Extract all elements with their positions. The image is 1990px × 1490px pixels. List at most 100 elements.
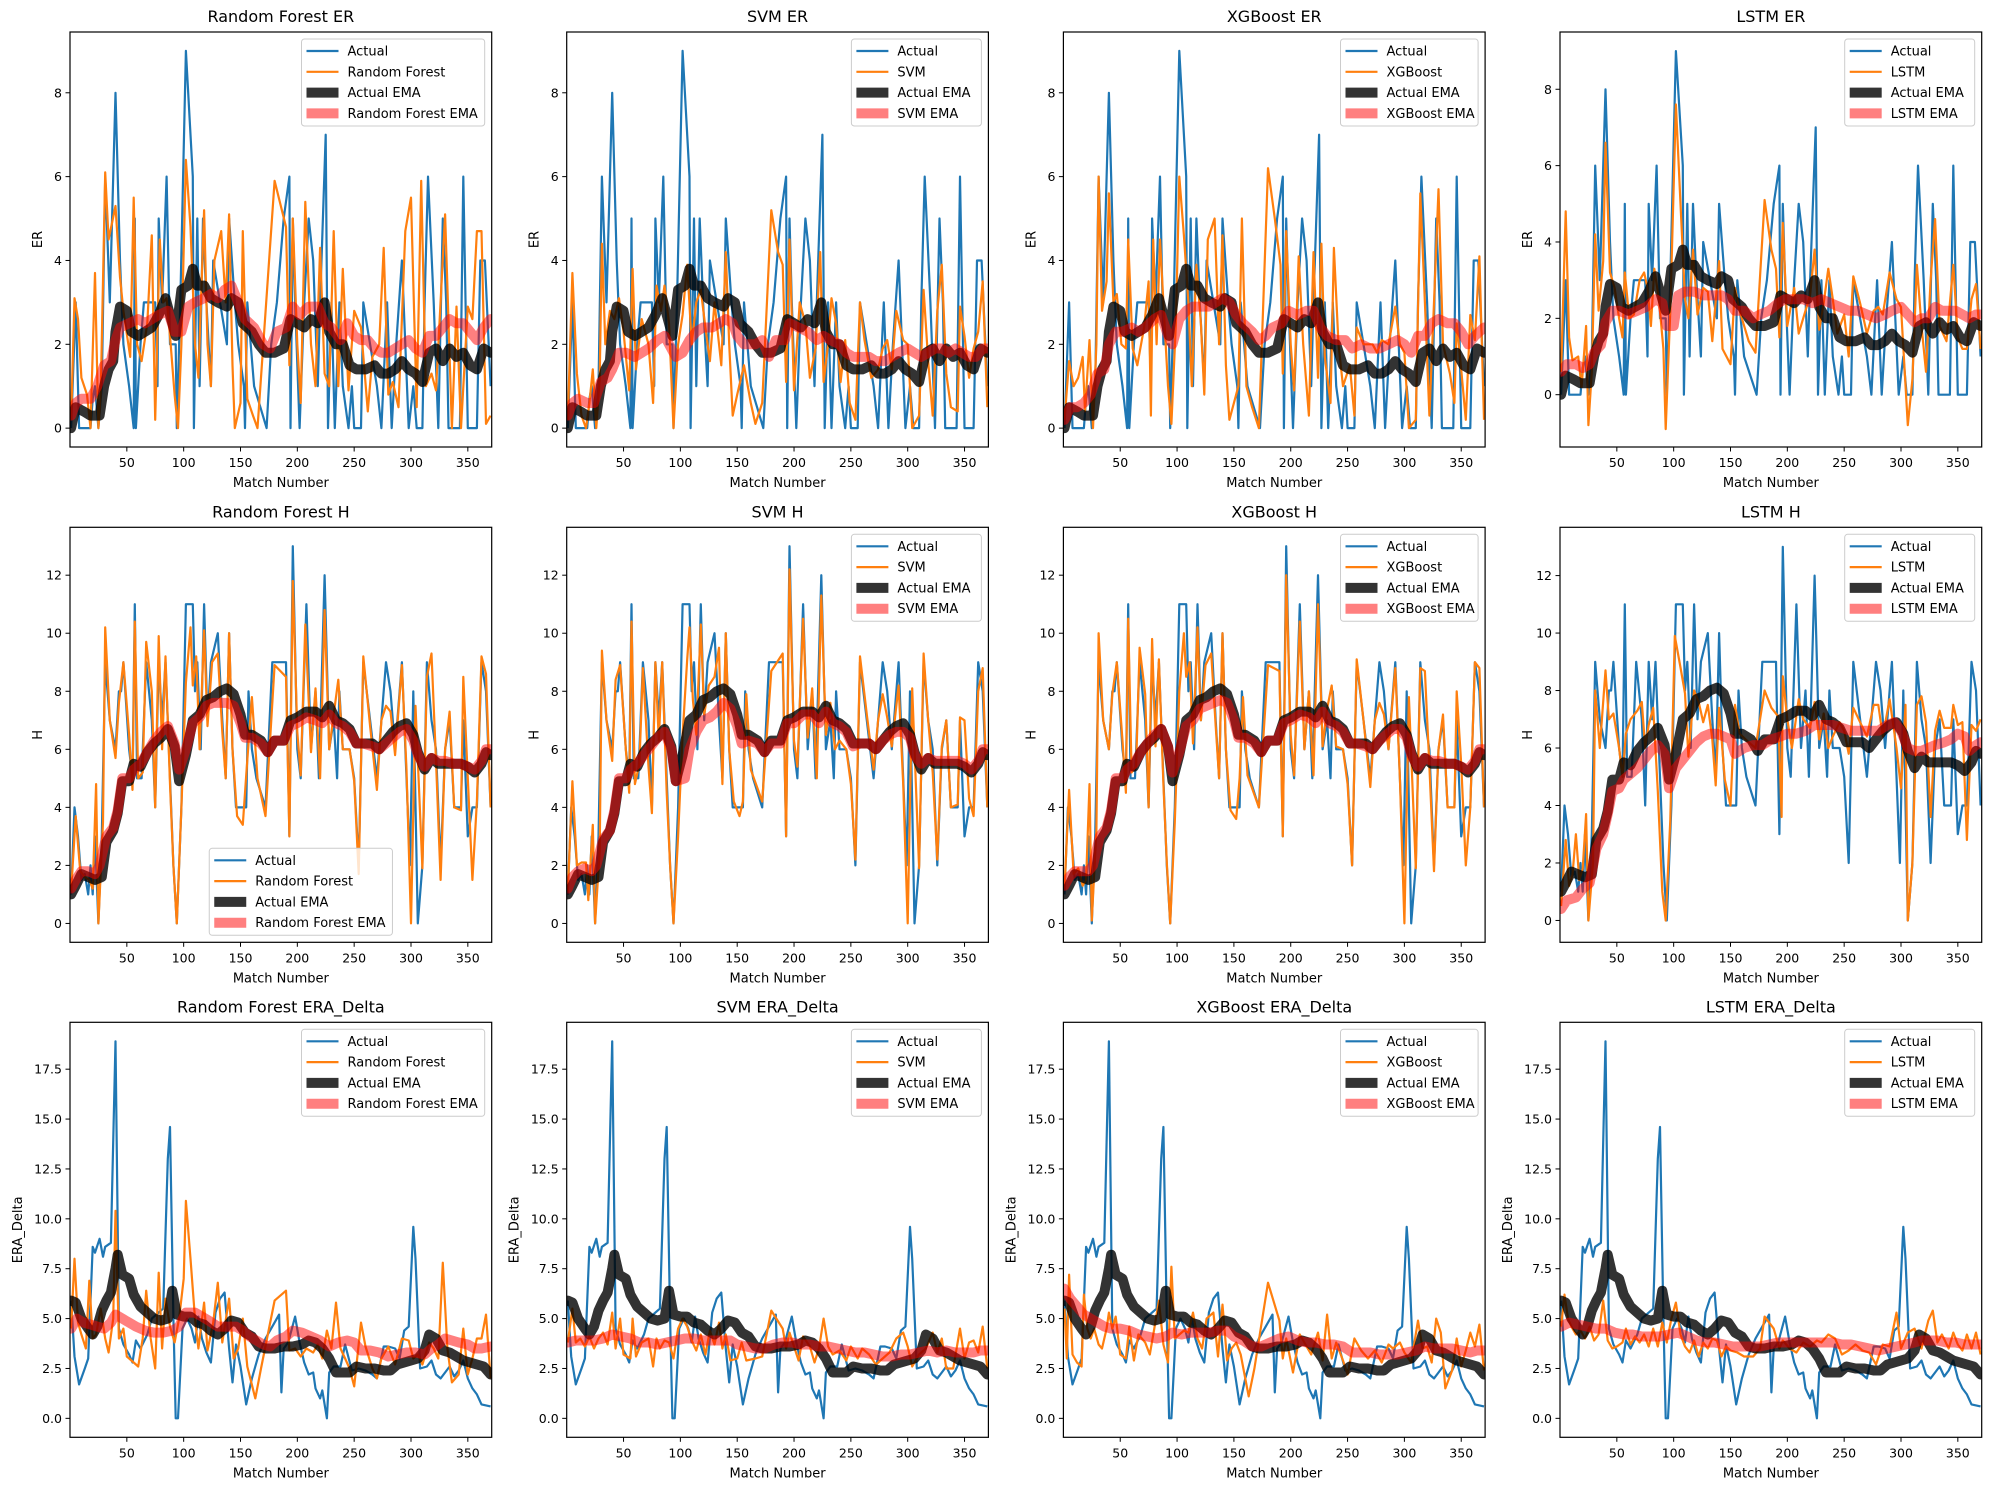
y-tick-label: 10	[1039, 626, 1055, 641]
axes-frame	[1559, 1021, 1983, 1438]
legend-label: XGBoost	[1387, 1056, 1443, 1071]
x-tick-label: 350	[1946, 1445, 1970, 1460]
legend-item-model-ema: XGBoost EMA	[1345, 602, 1475, 617]
legend-item-model-ema: LSTM EMA	[1849, 1097, 1958, 1112]
y-axis-label: ER	[1024, 231, 1039, 248]
axes-frame	[1559, 526, 1983, 943]
legend-item-model: SVM	[856, 65, 926, 80]
legend-label: XGBoost	[1387, 561, 1443, 576]
x-tick-label: 250	[839, 455, 863, 470]
subplot-xgboost-h: XGBoost H 50 100 150 200 250 300 350 0 2 4 6 8 10 12 Ma…	[1024, 502, 1486, 986]
x-axis-label: Match Number	[730, 1466, 827, 1481]
plot-area	[566, 1040, 989, 1420]
y-tick-label: 8	[1047, 85, 1055, 100]
plot-area	[1560, 50, 1982, 431]
x-tick-label: 150	[229, 455, 253, 470]
y-tick-label: 4	[1047, 253, 1055, 268]
subplot-title: Random Forest H	[212, 502, 350, 521]
x-axis-label: Match Number	[233, 1466, 330, 1481]
x-tick-label: 350	[1449, 1445, 1473, 1460]
subplot-xgboost-era-delta: XGBoost ERA_Delta 50 100 150 200 250 300 350 0.0…	[1004, 997, 1486, 1481]
y-tick-label: 6	[1544, 741, 1552, 756]
series-model-ema	[566, 1329, 989, 1362]
x-tick-label: 200	[285, 950, 309, 965]
legend: Actual XGBoost Actual EMA XGBoost EMA	[1340, 1028, 1479, 1117]
legend-box	[301, 38, 486, 127]
y-tick-label: 2	[1544, 855, 1552, 870]
plot-area	[1063, 1040, 1486, 1420]
legend-label: Actual EMA	[1891, 86, 1964, 101]
legend-item-actual: Actual	[1849, 45, 1932, 60]
subplot-title: SVM ER	[747, 7, 808, 26]
y-tick-label: 10	[543, 626, 559, 641]
x-tick-label: 300	[1889, 455, 1913, 470]
legend-label: LSTM	[1891, 561, 1926, 576]
legend-item-actual: Actual	[1345, 1035, 1427, 1050]
x-tick-label: 300	[1392, 455, 1416, 470]
x-tick-label: 50	[1609, 1445, 1625, 1460]
subplot-title: SVM ERA_Delta	[716, 997, 838, 1017]
x-tick-label: 100	[1662, 950, 1686, 965]
x-tick-label: 50	[1112, 455, 1128, 470]
legend-box	[850, 533, 982, 622]
x-tick-label: 350	[953, 455, 977, 470]
y-tick-label: 10	[46, 626, 62, 641]
series-model-ema	[1063, 695, 1486, 891]
y-tick-label: 2	[54, 858, 62, 873]
y-tick-label: 8	[54, 85, 62, 100]
legend-item-model: Random Forest	[306, 65, 445, 80]
y-tick-label: 10	[1536, 626, 1552, 641]
series-model	[1063, 574, 1486, 925]
legend-label: LSTM EMA	[1891, 107, 1958, 122]
y-tick-label: 17.5	[34, 1062, 62, 1077]
x-tick-label: 350	[953, 1445, 977, 1460]
y-tick-label: 12.5	[1524, 1161, 1552, 1176]
series-model-ema	[566, 697, 989, 894]
legend-item-actual-ema: Actual EMA	[306, 86, 421, 101]
x-tick-label: 200	[782, 950, 806, 965]
y-tick-label: 12	[543, 568, 559, 583]
legend: Actual XGBoost Actual EMA XGBoost EMA	[1340, 38, 1479, 127]
plot-area	[1560, 545, 1982, 922]
legend-label: Actual EMA	[897, 86, 970, 101]
series-model-ema	[1063, 1283, 1486, 1360]
legend-label: SVM	[897, 561, 925, 576]
y-axis-label: H	[528, 730, 543, 740]
legend-label: XGBoost EMA	[1387, 602, 1475, 617]
legend-label: Random Forest	[348, 1056, 446, 1071]
y-tick-label: 7.5	[1532, 1261, 1552, 1276]
legend-item-actual: Actual	[1849, 1035, 1931, 1050]
y-tick-label: 17.5	[1524, 1062, 1552, 1077]
legend-label: Actual	[1891, 45, 1932, 60]
x-tick-label: 300	[1392, 950, 1416, 965]
plot-area	[1560, 1040, 1982, 1420]
subplot-title: LSTM H	[1741, 502, 1801, 521]
x-tick-label: 300	[399, 1445, 423, 1460]
legend-label: SVM EMA	[897, 107, 958, 122]
legend-label: Actual EMA	[897, 581, 970, 596]
legend-box	[1844, 533, 1976, 622]
series-model	[70, 158, 492, 430]
legend-label: Actual EMA	[348, 86, 421, 101]
legend-item-model: Random Forest	[306, 1056, 446, 1071]
legend-item-model-ema: Random Forest EMA	[306, 107, 478, 122]
x-tick-label: 250	[839, 1445, 863, 1460]
x-tick-label: 50	[119, 455, 135, 470]
axes-frame	[566, 526, 990, 943]
legend-label: Random Forest EMA	[348, 1097, 478, 1112]
series-model-ema	[566, 314, 989, 421]
subplot-random-forest-era-delta: Random Forest ERA_Delta 50 100 150 200 250 300…	[11, 997, 493, 1481]
y-tick-label: 8	[551, 684, 559, 699]
legend-item-model: XGBoost	[1345, 1056, 1443, 1071]
legend-item-model: XGBoost	[1345, 65, 1442, 80]
legend-item-model: XGBoost	[1345, 561, 1443, 576]
y-axis-label: H	[1024, 730, 1039, 740]
legend-item-model: SVM	[856, 1056, 926, 1071]
series-model	[566, 568, 989, 925]
legend-item-actual-ema: Actual EMA	[856, 86, 971, 101]
y-tick-label: 15.0	[1524, 1112, 1552, 1127]
legend: Actual SVM Actual EMA SVM EMA	[850, 38, 982, 127]
legend-item-actual-ema: Actual EMA	[1849, 581, 1964, 596]
y-tick-label: 4	[551, 253, 559, 268]
series-model-ema	[1560, 1317, 1982, 1356]
